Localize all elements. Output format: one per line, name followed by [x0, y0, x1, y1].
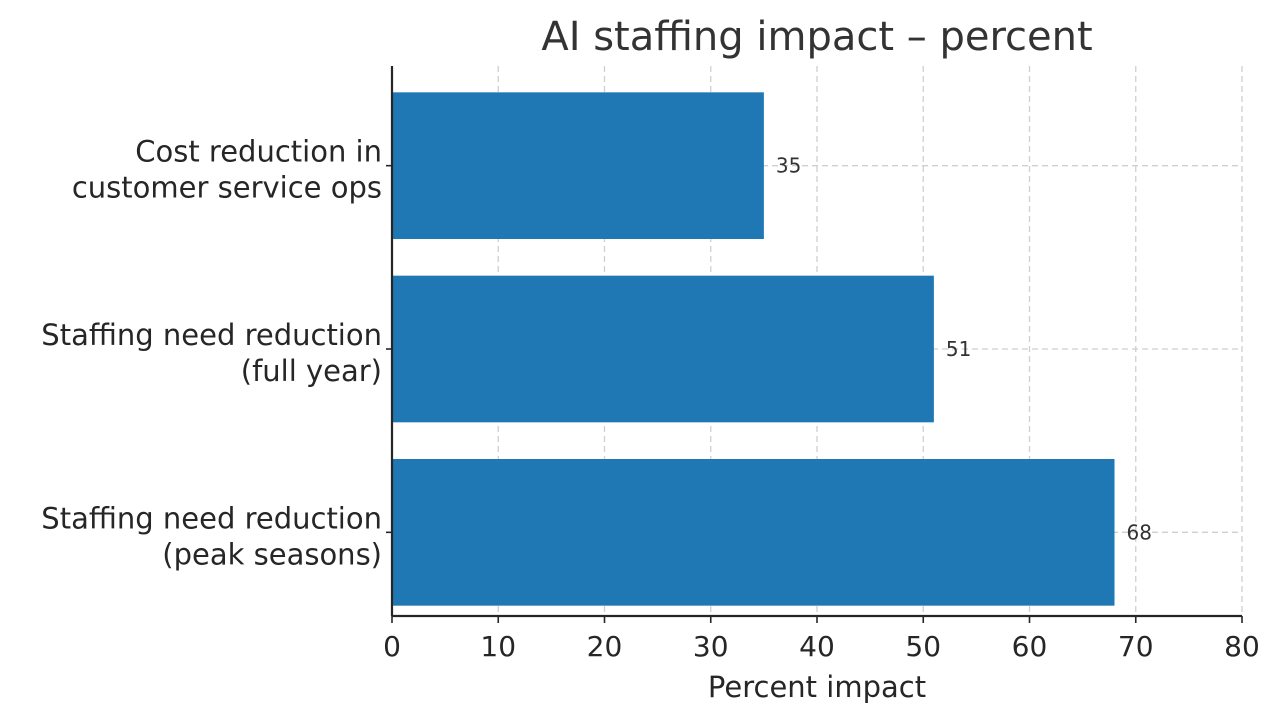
- data-label-1: 51: [946, 337, 971, 361]
- category-label-line: Staffing need reduction: [41, 318, 382, 352]
- x-axis-label: Percent impact: [708, 670, 926, 704]
- chart-title: AI staffing impact – percent: [541, 14, 1092, 60]
- x-tick-label-8: 80: [1224, 630, 1260, 663]
- data-label-2: 68: [1127, 520, 1152, 544]
- data-labels: 35 51 68: [776, 154, 1152, 545]
- category-label-2: Staffing need reduction (peak seasons): [41, 501, 382, 571]
- x-tick-label-3: 30: [693, 630, 729, 663]
- x-tick-label-4: 40: [799, 630, 835, 663]
- category-labels: Cost reduction in customer service ops Sta…: [41, 135, 392, 571]
- category-label-line: (full year): [241, 354, 382, 388]
- category-label-line: (peak seasons): [162, 537, 382, 571]
- x-tick-label-7: 70: [1118, 630, 1154, 663]
- x-tick-label-1: 10: [480, 630, 516, 663]
- category-label-line: Cost reduction in: [135, 135, 382, 169]
- x-tick-label-0: 0: [383, 630, 401, 663]
- x-tick-label-6: 60: [1012, 630, 1048, 663]
- category-label-1: Staffing need reduction (full year): [41, 318, 382, 388]
- bar-1: [392, 275, 934, 423]
- bar-0: [392, 92, 764, 239]
- category-label-line: Staffing need reduction: [41, 501, 382, 535]
- bar-2: [392, 459, 1115, 606]
- data-label-0: 35: [776, 154, 801, 178]
- category-label-0: Cost reduction in customer service ops: [72, 135, 382, 205]
- x-tick-label-2: 20: [587, 630, 623, 663]
- x-tick-label-5: 50: [905, 630, 941, 663]
- category-label-line: customer service ops: [72, 171, 382, 205]
- x-axis-ticks: 0 10 20 30 40 50 60 70 80: [383, 616, 1260, 663]
- bars: [392, 92, 1115, 606]
